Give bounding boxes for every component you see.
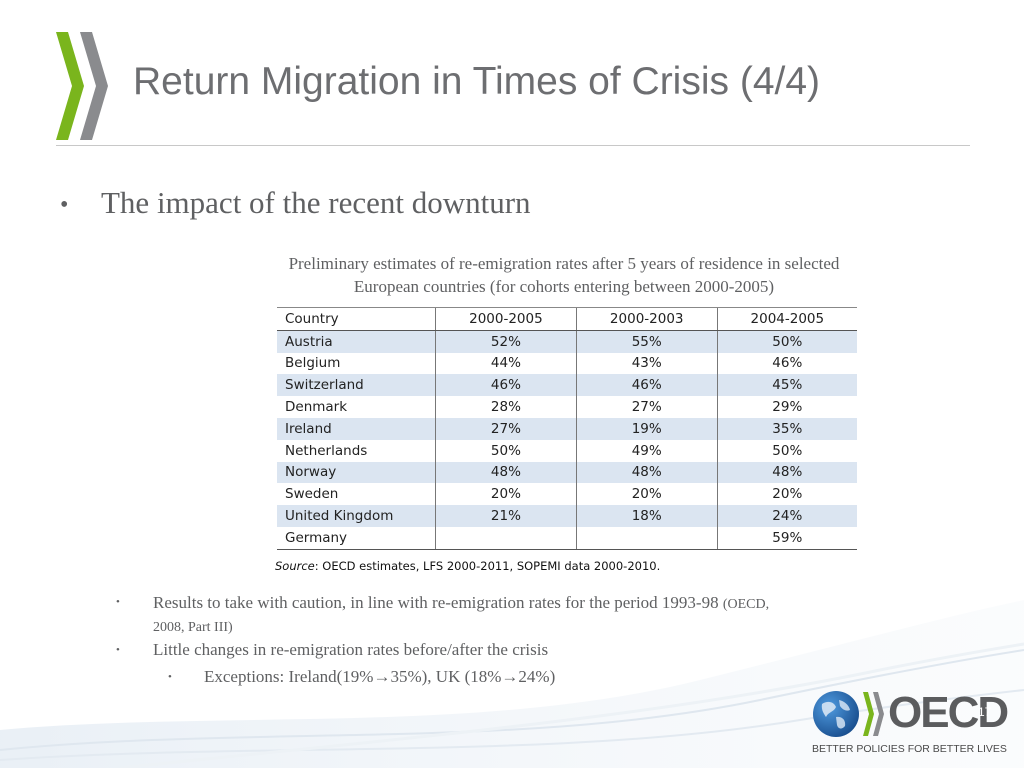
note-bullet-icon: • <box>116 596 120 608</box>
table-row: United Kingdom 21% 18% 24% <box>277 505 857 527</box>
source-text: : OECD estimates, LFS 2000-2011, SOPEMI … <box>314 559 661 573</box>
cell-value: 24% <box>716 505 857 527</box>
cell-country: Germany <box>277 526 436 550</box>
cell-value: 50% <box>435 439 577 462</box>
logo-wordmark: OECD <box>888 688 1009 737</box>
cell-value: 46% <box>575 374 718 397</box>
note-exceptions-text: Exceptions: Ireland(19%→35%), UK (18%→24… <box>204 667 556 686</box>
cell-value: 20% <box>435 483 577 506</box>
cell-value: 48% <box>716 461 857 484</box>
cell-value: 50% <box>716 439 857 462</box>
cell-value: 45% <box>716 374 857 397</box>
cell-value: 27% <box>575 396 718 418</box>
table-row: Ireland 27% 19% 35% <box>277 417 857 440</box>
cell-country: Switzerland <box>277 374 436 397</box>
cell-value: 28% <box>435 396 577 418</box>
note-caution-ref: (OECD, <box>722 597 770 612</box>
cell-value: 52% <box>435 330 577 353</box>
cell-country: Netherlands <box>285 442 368 459</box>
title-divider <box>56 145 970 146</box>
cell-value: 46% <box>435 374 577 397</box>
cell-value <box>435 526 577 550</box>
cell-value <box>575 526 718 550</box>
cell-value: 18% <box>575 505 718 527</box>
cell-value: 50% <box>716 330 857 353</box>
globe-icon <box>813 691 859 737</box>
cell-value: 27% <box>435 417 577 440</box>
cell-value: 49% <box>575 439 718 462</box>
oecd-chevron-icon <box>56 32 108 140</box>
cell-country: Ireland <box>277 417 436 440</box>
reemigration-table: Country 2000-2005 2000-2003 2004-2005 Au… <box>277 307 857 550</box>
cell-value: 48% <box>435 461 577 484</box>
cell-value: 20% <box>716 483 857 506</box>
logo-tagline: BETTER POLICIES FOR BETTER LIVES <box>812 743 1007 755</box>
cell-value: 35% <box>716 417 857 440</box>
table-source-note: Source: OECD estimates, LFS 2000-2011, S… <box>275 559 660 573</box>
table-header-row: Country 2000-2005 2000-2003 2004-2005 <box>277 307 857 331</box>
cell-country: Belgium <box>285 355 341 372</box>
bullet-icon: • <box>60 192 69 218</box>
main-bullet-text: The impact of the recent downturn <box>101 185 531 220</box>
source-label: Source <box>275 559 315 573</box>
decorative-wave-background <box>0 600 1024 768</box>
table-row: Austria 52% 55% 50% <box>277 330 857 353</box>
cell-country: Sweden <box>285 486 339 503</box>
cell-country: Denmark <box>285 399 348 416</box>
cell-value: 21% <box>435 505 577 527</box>
cell-value: 46% <box>716 352 857 375</box>
table-row: Netherlands 50% 49% 50% <box>277 439 857 462</box>
cell-value: 59% <box>716 526 857 550</box>
table-row: Norway 48% 48% 48% <box>277 461 857 484</box>
note-little-changes-text: Little changes in re-emigration rates be… <box>153 640 549 659</box>
table-row: Switzerland 46% 46% 45% <box>277 374 857 397</box>
cell-country: Norway <box>277 461 436 484</box>
caption-line-2: European countries (for cohorts entering… <box>353 277 775 296</box>
cell-value: 29% <box>716 396 857 418</box>
note-exceptions: • Exceptions: Ireland(19%→35%), UK (18%→… <box>168 667 555 687</box>
cell-value: 19% <box>575 417 718 440</box>
cell-country: Austria <box>277 330 436 353</box>
logo-chevron-icon <box>863 692 884 736</box>
note-bullet-icon: • <box>116 644 120 656</box>
header-country: Country <box>277 307 436 331</box>
caption-line-1: Preliminary estimates of re-emigration r… <box>288 254 840 273</box>
slide-title: Return Migration in Times of Crisis (4/4… <box>133 60 821 103</box>
note-caution: • Results to take with caution, in line … <box>116 592 956 638</box>
cell-value: 55% <box>575 330 718 353</box>
cell-value: 20% <box>575 483 718 506</box>
page-number: 17 <box>978 705 992 719</box>
note-little-changes: • Little changes in re-emigration rates … <box>116 640 548 660</box>
table-row: Denmark 28% 27% 29% <box>277 396 857 418</box>
header-2004-2005: 2004-2005 <box>716 307 857 331</box>
note-bullet-icon: • <box>168 671 172 683</box>
note-caution-text: Results to take with caution, in line wi… <box>153 593 719 612</box>
cell-value: 43% <box>575 352 718 375</box>
header-2000-2005: 2000-2005 <box>435 307 577 331</box>
table-caption: Preliminary estimates of re-emigration r… <box>204 252 924 298</box>
oecd-logo: OECD BETTER POLICIES FOR BETTER LIVES <box>812 688 1012 760</box>
cell-value: 48% <box>575 461 718 484</box>
table-row: Belgium 44% 43% 46% <box>277 352 857 375</box>
cell-value: 44% <box>435 352 577 375</box>
table-row: Sweden 20% 20% 20% <box>277 483 857 506</box>
header-2000-2003: 2000-2003 <box>575 307 718 331</box>
cell-country: United Kingdom <box>277 505 436 527</box>
table-row: Germany 59% <box>277 526 857 550</box>
note-caution-ref-2: 2008, Part III) <box>153 620 233 635</box>
